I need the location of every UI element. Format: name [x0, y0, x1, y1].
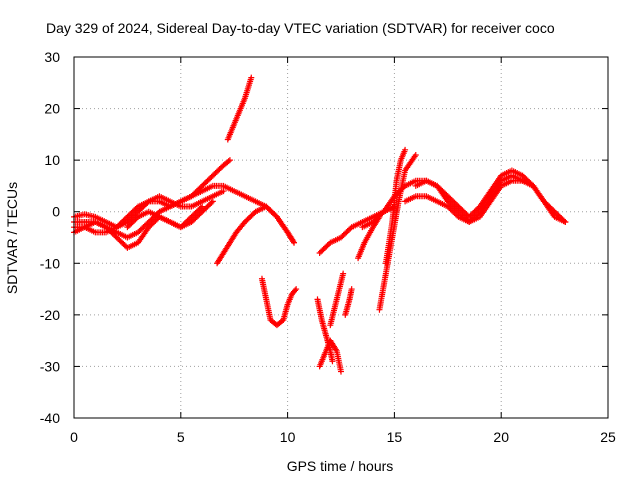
data-point [402, 146, 409, 153]
series-trace-p [382, 146, 409, 267]
data-point [226, 157, 233, 164]
series-trace-e [124, 198, 216, 231]
data-point [325, 240, 332, 247]
x-tick-label: 10 [280, 429, 296, 445]
data-point [329, 358, 336, 365]
data-point [248, 74, 255, 81]
data-points [71, 74, 569, 375]
data-point [391, 203, 398, 210]
series-trace-t [359, 203, 398, 231]
x-tick-label: 25 [600, 429, 616, 445]
x-tick-label: 0 [70, 429, 78, 445]
y-tick-label: -20 [40, 307, 60, 323]
y-tick-label: 30 [44, 49, 60, 65]
series-trace-a [71, 182, 298, 246]
data-point [292, 287, 299, 294]
x-axis-label: GPS time / hours [287, 458, 394, 474]
data-point [220, 188, 227, 195]
axis-ticks: 0 5 10 15 20 25 -40 -30 -20 -10 0 10 20 30 [40, 49, 616, 445]
y-tick-label: 0 [52, 204, 60, 220]
y-tick-label: -10 [40, 255, 60, 271]
y-tick-label: 20 [44, 101, 60, 117]
data-point [208, 199, 215, 206]
data-point [209, 198, 216, 205]
data-point [291, 239, 298, 246]
series-trace-f [214, 203, 298, 267]
y-tick-label: 10 [44, 152, 60, 168]
data-point [293, 286, 300, 293]
series-trace-o [376, 151, 419, 313]
series-trace-b [71, 188, 227, 236]
plot-border [73, 56, 609, 419]
data-point [400, 184, 407, 191]
series-trace-k [327, 270, 347, 329]
x-tick-label: 20 [493, 429, 509, 445]
data-point [560, 217, 567, 224]
data-point [348, 286, 355, 293]
series-trace-h [258, 275, 300, 329]
x-tick-label: 15 [387, 429, 403, 445]
data-point [251, 210, 258, 217]
series-trace-l [342, 286, 355, 318]
chart-title: Day 329 of 2024, Sidereal Day-to-day VTE… [46, 20, 555, 36]
data-point [412, 151, 419, 158]
data-point [347, 225, 354, 232]
data-point [340, 270, 347, 277]
y-tick-label: -40 [40, 410, 60, 426]
series-trace-j [316, 337, 344, 375]
x-tick-label: 5 [177, 429, 185, 445]
data-point [133, 215, 140, 222]
y-tick-label: -30 [40, 358, 60, 374]
data-point [144, 199, 151, 206]
data-point [562, 219, 569, 226]
data-point [530, 182, 537, 189]
series-trace-g [224, 74, 255, 143]
data-point [225, 158, 232, 165]
data-point [379, 210, 386, 217]
series-trace-s [412, 177, 537, 226]
data-point [338, 368, 344, 375]
y-axis-label: SDTVAR / TECUs [4, 182, 20, 294]
